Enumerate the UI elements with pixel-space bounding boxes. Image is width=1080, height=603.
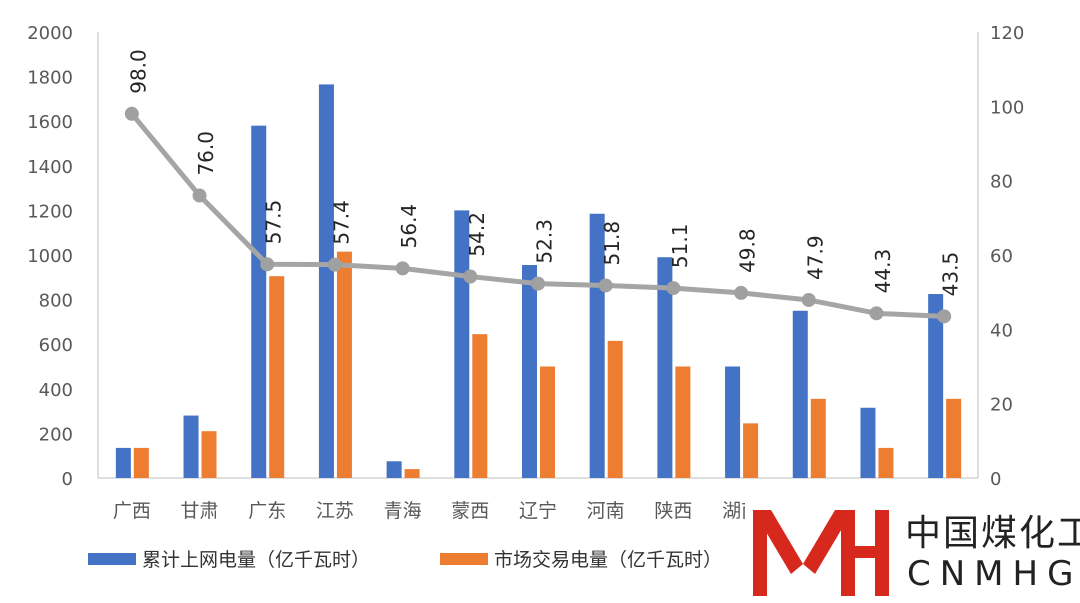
bar-market xyxy=(133,447,149,478)
bar-market xyxy=(946,398,962,478)
line-point xyxy=(192,188,207,203)
left-tick-label: 0 xyxy=(62,469,73,490)
x-tick-label: 江苏 xyxy=(316,500,354,522)
right-tick-label: 80 xyxy=(990,172,1013,193)
line-point xyxy=(598,278,613,293)
left-tick-label: 200 xyxy=(39,424,73,445)
watermark-logo: 中国煤化工 CNMHG xyxy=(745,498,1080,603)
right-tick-label: 20 xyxy=(990,395,1013,416)
right-tick-label: 100 xyxy=(990,97,1024,118)
bar-market xyxy=(743,423,759,478)
bar-cumulative xyxy=(657,257,673,478)
x-tick-label: 广东 xyxy=(248,500,286,522)
bar-cumulative xyxy=(318,84,334,478)
right-tick-label: 40 xyxy=(990,320,1013,341)
legend-swatch-orange xyxy=(440,552,488,565)
bar-cumulative xyxy=(589,213,605,478)
line-data-label: 76.0 xyxy=(194,131,218,176)
legend-label-cumulative: 累计上网电量（亿千瓦时） xyxy=(142,549,371,571)
bar-market xyxy=(201,431,217,478)
bar-market xyxy=(878,447,894,478)
x-tick-label: 青海 xyxy=(384,500,422,522)
left-tick-label: 1000 xyxy=(27,246,73,267)
x-tick-label: 蒙西 xyxy=(451,500,489,522)
bar-cumulative xyxy=(386,461,402,478)
bar-market xyxy=(336,251,352,478)
line-point xyxy=(463,269,478,284)
bar-market xyxy=(540,366,555,478)
left-tick-label: 1400 xyxy=(27,157,73,178)
line-data-label: 51.1 xyxy=(668,224,692,269)
line-data-label: 51.8 xyxy=(600,221,624,266)
bar-cumulative xyxy=(860,407,876,478)
legend-swatch-blue xyxy=(88,552,136,565)
line-point xyxy=(869,306,884,321)
left-tick-label: 1800 xyxy=(27,68,73,89)
right-tick-label: 0 xyxy=(990,469,1001,490)
line-data-label: 98.0 xyxy=(126,49,150,94)
legend-label-market: 市场交易电量（亿千瓦时） xyxy=(494,549,723,571)
bar-market xyxy=(675,366,691,478)
bar-cumulative xyxy=(725,366,741,478)
line-point xyxy=(327,257,342,272)
line-data-label: 54.2 xyxy=(465,212,489,257)
x-tick-label: 河南 xyxy=(587,500,625,522)
bar-cumulative xyxy=(928,294,944,478)
legend-item-market: 市场交易电量（亿千瓦时） xyxy=(440,545,722,572)
x-tick-label: 陕西 xyxy=(654,500,692,522)
line-point xyxy=(666,281,681,296)
x-tick-label: 广西 xyxy=(113,500,151,522)
watermark-text-en: CNMHG xyxy=(907,554,1080,594)
bar-cumulative xyxy=(251,125,267,478)
logo-mark-icon xyxy=(753,510,889,596)
x-tick-label: 辽宁 xyxy=(519,500,557,522)
line-data-label: 57.5 xyxy=(262,200,286,245)
line-point xyxy=(260,257,275,272)
left-tick-label: 1200 xyxy=(27,201,73,222)
watermark-text-cn: 中国煤化工 xyxy=(905,513,1080,554)
left-tick-label: 400 xyxy=(39,380,73,401)
line-data-label: 49.8 xyxy=(736,228,760,273)
legend-item-cumulative: 累计上网电量（亿千瓦时） xyxy=(88,545,370,572)
line-point xyxy=(531,276,545,291)
bar-market xyxy=(607,340,623,478)
left-tick-label: 1600 xyxy=(27,112,73,133)
line-data-label: 56.4 xyxy=(397,204,421,249)
line-data-label: 52.3 xyxy=(533,219,557,264)
line-point xyxy=(801,292,816,307)
bar-market xyxy=(472,334,488,478)
x-tick-label: 甘肃 xyxy=(181,500,219,522)
bar-cumulative xyxy=(522,265,537,478)
bar-cumulative xyxy=(183,415,199,478)
left-tick-label: 800 xyxy=(39,291,73,312)
right-tick-label: 120 xyxy=(990,23,1024,44)
line-point xyxy=(937,309,952,324)
line-data-label: 44.3 xyxy=(871,249,895,294)
bar-market xyxy=(810,398,826,478)
line-point xyxy=(124,106,139,121)
bar-cumulative xyxy=(792,310,808,478)
line-point xyxy=(734,285,749,300)
bar-cumulative xyxy=(115,447,131,478)
line-point xyxy=(395,261,410,276)
left-tick-label: 2000 xyxy=(27,23,73,44)
right-tick-label: 60 xyxy=(990,246,1013,267)
left-tick-label: 600 xyxy=(39,335,73,356)
line-data-label: 47.9 xyxy=(803,235,827,280)
bar-market xyxy=(404,469,420,478)
line-data-label: 57.4 xyxy=(329,200,353,245)
bar-market xyxy=(269,276,285,478)
line-data-label: 43.5 xyxy=(939,252,963,297)
